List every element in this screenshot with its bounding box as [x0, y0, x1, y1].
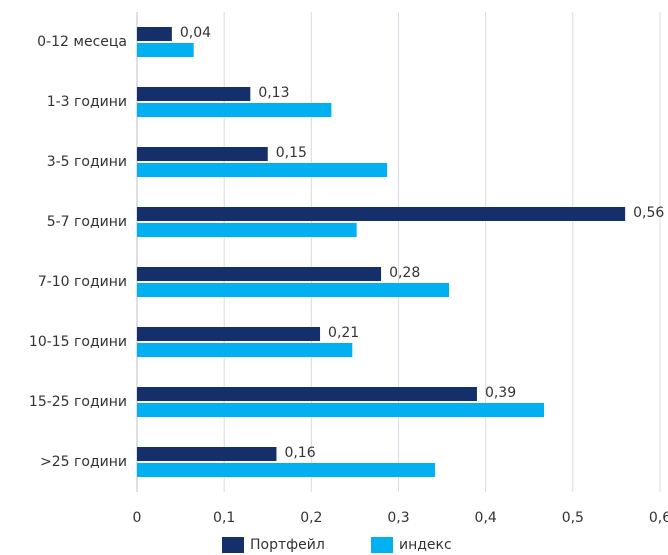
bar	[137, 207, 626, 221]
value-label: 0,13	[258, 85, 289, 101]
y-tick-label: 3-5 години	[47, 154, 127, 170]
y-tick-label: 15-25 години	[29, 394, 127, 410]
bar	[137, 447, 277, 461]
bar	[137, 387, 477, 401]
bar	[137, 343, 353, 357]
bar	[137, 463, 436, 477]
legend-swatch	[222, 537, 244, 553]
value-label: 0,15	[276, 145, 307, 161]
legend-swatch	[371, 537, 393, 553]
value-label: 0,28	[389, 265, 420, 281]
bar	[137, 27, 172, 41]
x-tick-label: 0,6	[649, 510, 668, 526]
value-label: 0,04	[180, 25, 211, 41]
bar	[137, 43, 194, 57]
bar	[137, 403, 545, 417]
bar	[137, 327, 321, 341]
y-tick-label: 5-7 години	[47, 214, 127, 230]
legend-label: индекс	[399, 537, 452, 553]
y-tick-label: 0-12 месеца	[37, 34, 127, 50]
bar	[137, 223, 357, 237]
value-label: 0,56	[633, 205, 664, 221]
bar	[137, 103, 332, 117]
x-tick-label: 0,5	[562, 510, 584, 526]
y-tick-label: 10-15 години	[29, 334, 127, 350]
bar	[137, 147, 268, 161]
y-tick-label: 1-3 години	[47, 94, 127, 110]
bar	[137, 163, 388, 177]
x-tick-label: 0,4	[475, 510, 497, 526]
x-tick-label: 0,3	[387, 510, 409, 526]
x-tick-label: 0,1	[213, 510, 235, 526]
value-label: 0,39	[485, 385, 516, 401]
legend-label: Портфейл	[250, 537, 325, 553]
value-label: 0,21	[328, 325, 359, 341]
value-label: 0,16	[284, 445, 315, 461]
x-tick-label: 0	[133, 510, 142, 526]
y-tick-label: 7-10 години	[38, 274, 127, 290]
x-tick-label: 0,2	[300, 510, 322, 526]
bar	[137, 267, 382, 281]
bar	[137, 283, 450, 297]
y-tick-label: >25 години	[40, 454, 127, 470]
bar	[137, 87, 251, 101]
